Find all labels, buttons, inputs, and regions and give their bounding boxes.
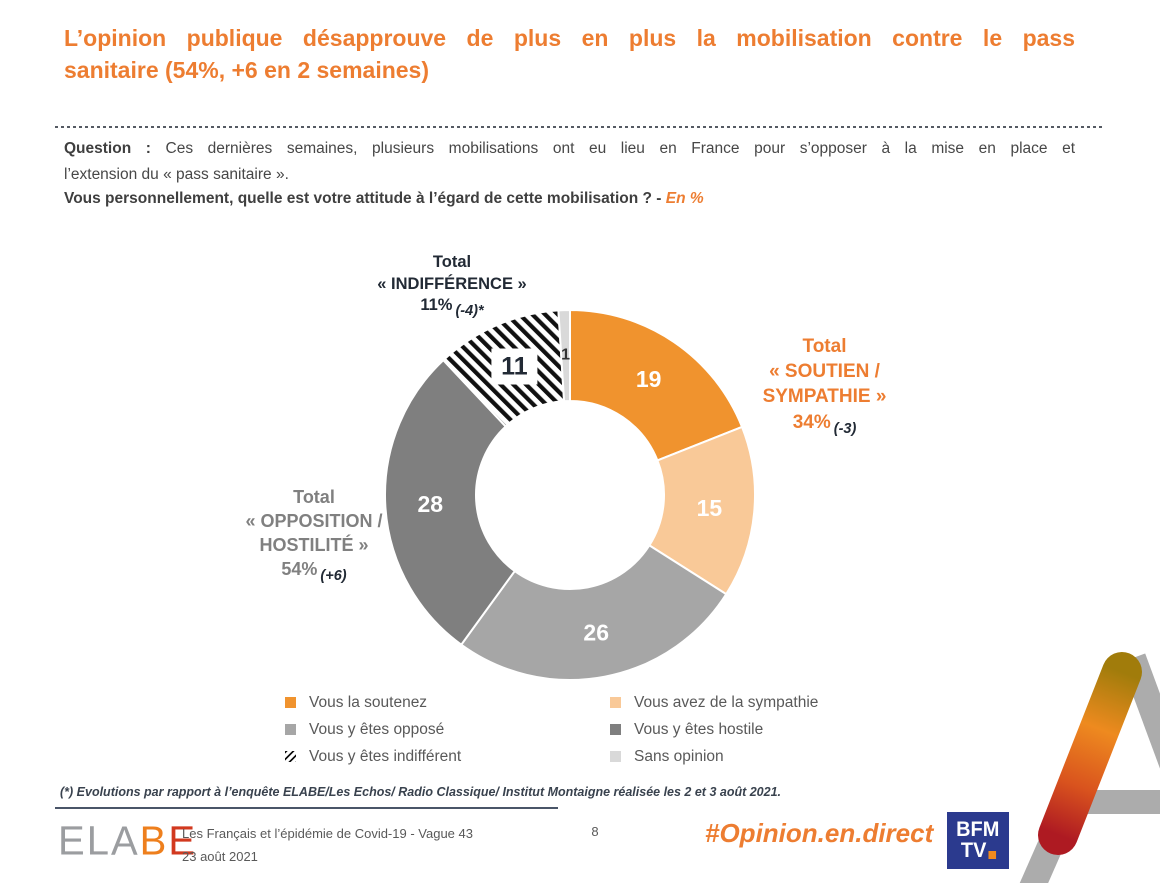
bfm-orange-dot-icon xyxy=(987,851,996,859)
study-title: Les Français et l’épidémie de Covid-19 -… xyxy=(182,826,473,841)
elabe-letter: B xyxy=(139,818,169,864)
total-indifference-value: 11% xyxy=(420,295,453,314)
legend-label-hostile: Vous y êtes hostile xyxy=(634,721,764,738)
legend-label-sympathie: Vous avez de la sympathie xyxy=(634,694,819,711)
sub-question: Vous personnellement, quelle est votre a… xyxy=(64,190,1075,208)
donut-segment xyxy=(569,308,744,462)
study-date: 23 août 2021 xyxy=(182,849,258,864)
legend-swatch-hostile-icon xyxy=(610,724,621,735)
total-soutien-evolution: (-3) xyxy=(833,421,857,438)
donut-segment xyxy=(384,358,517,647)
total-indifference-value-row: 11% (-4)* xyxy=(332,295,572,319)
sub-question-text: Vous personnellement, quelle est votre a… xyxy=(64,190,662,207)
elabe-letter: L xyxy=(86,818,111,864)
donut-value-label: 19 xyxy=(636,366,662,392)
question-label: Question : xyxy=(64,140,151,157)
bfm-tv-text: TV xyxy=(960,839,987,862)
elabe-letter: E xyxy=(168,818,197,864)
elabe-logo: ELABE xyxy=(58,821,197,862)
legend-swatch-oppose-icon xyxy=(285,724,296,735)
elabe-a-graphic-icon xyxy=(1019,652,1160,883)
legend-swatch-sans-opinion-icon xyxy=(610,751,621,762)
elabe-letter: A xyxy=(110,818,140,864)
total-opposition-evolution: (+6) xyxy=(320,568,347,585)
donut-value-label: 28 xyxy=(417,491,443,517)
total-opposition-value-row: 54% (+6) xyxy=(205,557,423,585)
footnote-divider xyxy=(55,807,558,809)
total-soutien-title: Total « SOUTIEN / SYMPATHIE » xyxy=(762,336,887,408)
donut-segment xyxy=(557,308,571,403)
bfm-text: BFM xyxy=(956,818,1000,841)
donut-value-label: 26 xyxy=(583,620,609,646)
legend-label-oppose: Vous y êtes opposé xyxy=(309,721,445,738)
question-line2: l’extension du « pass sanitaire ». xyxy=(64,166,289,183)
legend-swatch-indifferent-icon xyxy=(285,751,296,762)
total-soutien-value-row: 34% (-3) xyxy=(737,409,912,437)
bfm-tv-row: TV xyxy=(960,839,996,862)
legend-swatch-soutenez-icon xyxy=(285,697,296,708)
total-indifference-title: Total « INDIFFÉRENCE » xyxy=(377,253,527,293)
page-title-line1: L’opinion publique désapprouve de plus e… xyxy=(64,25,1075,51)
study-info: Les Français et l’épidémie de Covid-19 -… xyxy=(182,822,473,868)
page-title-line2: sanitaire (54%, +6 en 2 semaines) xyxy=(64,57,430,83)
page-title: L’opinion publique désapprouve de plus e… xyxy=(64,22,1075,86)
total-opposition-label: Total « OPPOSITION / HOSTILITÉ » 54% (+6) xyxy=(205,486,423,585)
hashtag: #Opinion.en.direct xyxy=(705,818,934,848)
elabe-letter: E xyxy=(58,818,87,864)
bfmtv-logo: BFM TV xyxy=(947,812,1009,869)
question-paragraph: Question : Ces dernières semaines, plusi… xyxy=(64,136,1075,188)
donut-label-background xyxy=(491,348,538,385)
legend-swatch-sympathie-icon xyxy=(610,697,621,708)
total-soutien-label: Total « SOUTIEN / SYMPATHIE » 34% (-3) xyxy=(737,334,912,437)
question-line1: Question : Ces dernières semaines, plusi… xyxy=(64,136,1075,162)
donut-value-label: 11 xyxy=(501,353,528,381)
page-number: 8 xyxy=(591,824,599,839)
legend-label-soutenez: Vous la soutenez xyxy=(309,694,428,711)
total-indifference-evolution: (-4)* xyxy=(455,302,484,319)
total-opposition-title: Total « OPPOSITION / HOSTILITÉ » xyxy=(245,487,383,555)
donut-segment xyxy=(647,425,756,596)
total-opposition-value: 54% xyxy=(281,559,318,580)
legend-label-indifferent: Vous y êtes indifférent xyxy=(309,748,462,765)
unit-label: En % xyxy=(665,190,704,207)
donut-value-label: 15 xyxy=(697,495,723,521)
footnote: (*) Evolutions par rapport à l’enquête E… xyxy=(60,785,782,799)
legend-label-sans-opinion: Sans opinion xyxy=(634,748,724,765)
title-divider xyxy=(55,126,1102,128)
total-soutien-value: 34% xyxy=(792,412,831,434)
question-text1: Ces dernières semaines, plusieurs mobili… xyxy=(165,140,1076,157)
donut-segment xyxy=(459,543,728,681)
donut-value-label: 1 xyxy=(561,347,570,364)
total-indifference-label: Total « INDIFFÉRENCE » 11% (-4)* xyxy=(332,252,572,319)
